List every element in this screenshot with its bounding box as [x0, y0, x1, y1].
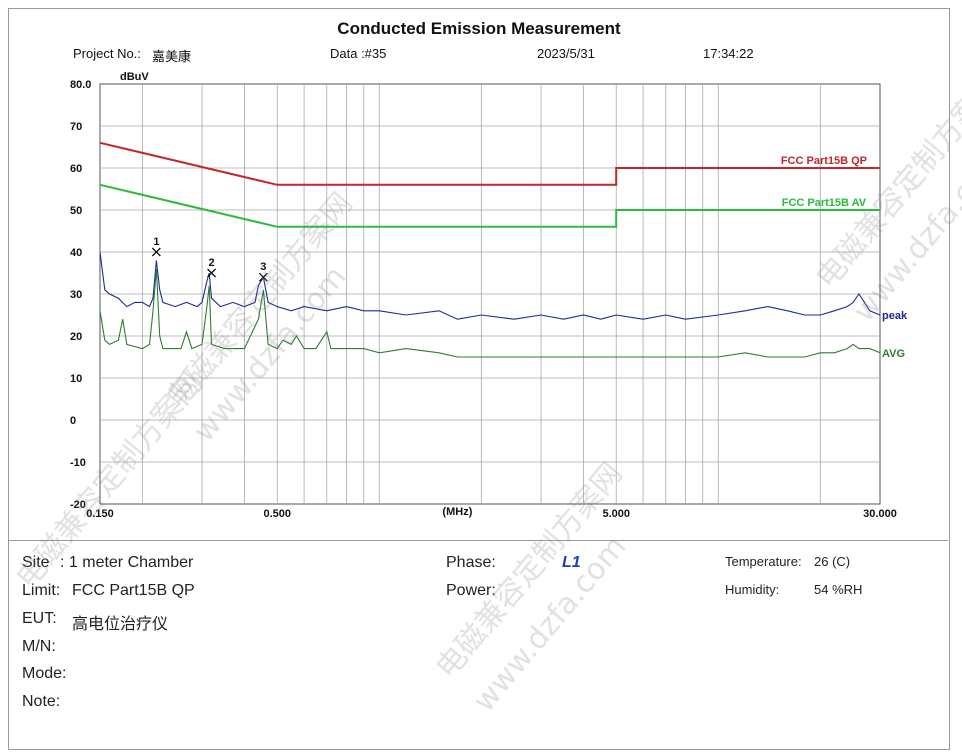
limit-value: FCC Part15B QP [72, 582, 195, 599]
limit-label: Limit: [22, 582, 61, 599]
section-divider [8, 540, 948, 541]
peak-marker [258, 272, 268, 282]
x-tick-label: 0.150 [86, 508, 114, 520]
y-tick-label: 40 [70, 247, 82, 259]
data-label: Data :#35 [330, 46, 387, 61]
limit-label-qp: FCC Part15B QP [781, 155, 867, 167]
series-label-peak: peak [882, 310, 908, 322]
x-tick-label: 5.000 [602, 508, 630, 520]
peak-marker [207, 268, 217, 278]
eut-label: EUT: [22, 610, 57, 627]
y-tick-label: 60 [70, 163, 82, 175]
mn-label: M/N: [22, 638, 56, 655]
project-label: Project No.: [73, 46, 141, 61]
report-date: 2023/5/31 [537, 46, 595, 61]
series-line-avg [99, 268, 881, 358]
temperature-value: 26 (C) [814, 554, 851, 569]
y-tick-label: -10 [70, 457, 86, 469]
y-tick-label: 80.0 [70, 79, 91, 91]
mode-label: Mode: [22, 665, 67, 682]
site-value: : 1 meter Chamber [60, 554, 194, 571]
humidity-label: Humidity: [725, 582, 780, 597]
y-tick-label: -20 [70, 499, 86, 511]
peak-marker-label: 1 [153, 236, 159, 248]
y-tick-label: 20 [70, 331, 82, 343]
power-label: Power: [446, 582, 496, 599]
temperature-label: Temperature: [725, 554, 802, 569]
peak-marker-label: 2 [208, 257, 214, 269]
limit-label-av: FCC Part15B AV [782, 197, 867, 209]
y-axis-label: dBuV [120, 71, 149, 83]
y-tick-label: 70 [70, 121, 82, 133]
site-label: Site [22, 554, 50, 571]
x-tick-label: 30.000 [863, 508, 897, 520]
limit-line-av [99, 183, 880, 228]
peak-marker-label: 3 [260, 261, 266, 273]
project-value: 嘉美康 [152, 49, 192, 64]
eut-value: 高电位治疗仪 [72, 616, 169, 633]
x-axis-label: (MHz) [442, 506, 472, 518]
series-line-peak [99, 251, 881, 320]
y-tick-label: 0 [70, 415, 76, 427]
y-tick-label: 10 [70, 373, 82, 385]
phase-value: L1 [562, 554, 581, 571]
humidity-value: 54 %RH [814, 582, 863, 597]
phase-label: Phase: [446, 554, 496, 571]
y-tick-label: 30 [70, 289, 82, 301]
report-title: Conducted Emission Measurement [337, 19, 621, 38]
note-label: Note: [22, 693, 61, 710]
emission-chart: 80.0 70 60 50 40 30 20 10 0 -10 -20 dBuV 0.150 0.500 5… [70, 71, 908, 520]
series-label-avg: AVG [882, 348, 905, 360]
limit-line-qp [99, 141, 880, 186]
x-tick-label: 0.500 [263, 508, 291, 520]
y-tick-label: 50 [70, 205, 82, 217]
report-time: 17:34:22 [703, 46, 754, 61]
peak-marker [151, 247, 161, 257]
